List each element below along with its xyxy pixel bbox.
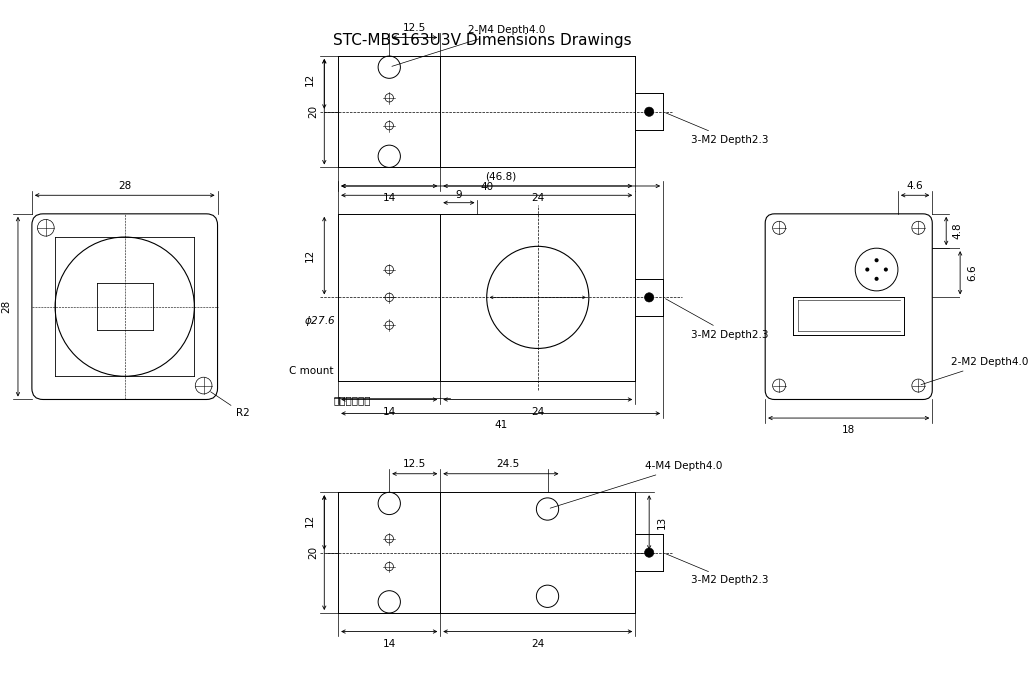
Text: 24: 24 — [531, 407, 545, 417]
Text: 13: 13 — [656, 516, 666, 529]
Text: 14: 14 — [382, 407, 396, 417]
Text: 14: 14 — [382, 193, 396, 204]
Text: 12: 12 — [305, 249, 315, 262]
Circle shape — [874, 258, 879, 262]
Text: STC-MBS163U3V Dimensions Drawings: STC-MBS163U3V Dimensions Drawings — [333, 33, 631, 48]
Text: 4.8: 4.8 — [953, 223, 963, 239]
Text: 41: 41 — [494, 420, 507, 430]
Text: 2-M2 Depth4.0: 2-M2 Depth4.0 — [921, 358, 1028, 385]
Text: R2: R2 — [210, 392, 250, 419]
Text: 4.6: 4.6 — [906, 181, 924, 190]
Text: 12: 12 — [305, 514, 315, 527]
Text: 12.5: 12.5 — [403, 23, 426, 33]
Text: 4-M4 Depth4.0: 4-M4 Depth4.0 — [550, 461, 722, 508]
Text: 12: 12 — [305, 73, 315, 86]
Circle shape — [884, 267, 888, 272]
Circle shape — [874, 276, 879, 281]
Text: 28: 28 — [118, 181, 132, 190]
Text: 3-M2 Depth2.3: 3-M2 Depth2.3 — [665, 113, 768, 145]
Text: (46.8): (46.8) — [485, 172, 516, 181]
Text: 3-M2 Depth2.3: 3-M2 Depth2.3 — [665, 554, 768, 585]
Text: 3-M2 Depth2.3: 3-M2 Depth2.3 — [665, 299, 768, 340]
Circle shape — [645, 107, 654, 116]
Text: 対面同一形状: 対面同一形状 — [334, 395, 371, 405]
Text: C mount: C mount — [289, 366, 334, 377]
Text: 40: 40 — [480, 181, 493, 192]
Text: 6.6: 6.6 — [967, 265, 977, 281]
Circle shape — [645, 293, 654, 302]
Text: 2-M4 Depth4.0: 2-M4 Depth4.0 — [391, 25, 546, 66]
Text: 9: 9 — [455, 190, 462, 200]
Text: 14: 14 — [382, 639, 396, 649]
Text: 18: 18 — [843, 426, 855, 435]
Text: 20: 20 — [308, 105, 318, 118]
Text: $\phi$27.6: $\phi$27.6 — [304, 314, 336, 328]
Text: 24.5: 24.5 — [496, 459, 519, 469]
Text: 24: 24 — [531, 639, 545, 649]
Text: 12.5: 12.5 — [403, 459, 426, 469]
Circle shape — [645, 548, 654, 557]
Circle shape — [865, 267, 869, 272]
Text: 28: 28 — [1, 300, 11, 314]
Text: 20: 20 — [308, 546, 318, 559]
Text: 24: 24 — [531, 193, 545, 204]
